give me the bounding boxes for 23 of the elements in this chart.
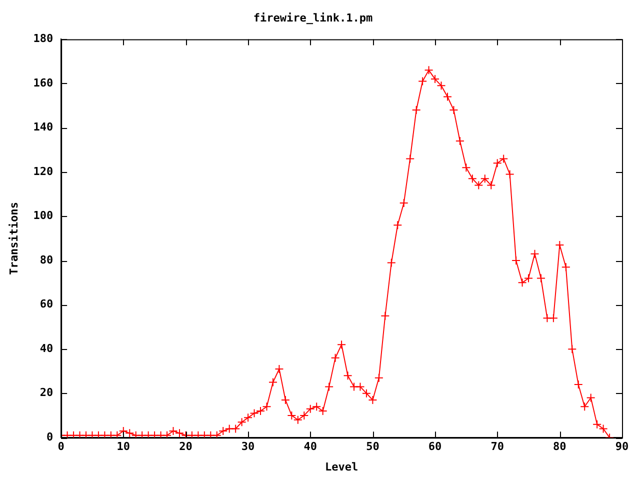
x-axis-title: Level: [324, 460, 358, 474]
y-tick-label: 100: [33, 209, 54, 222]
x-tick-label: 60: [428, 440, 442, 454]
x-tick-label: 20: [179, 440, 192, 454]
y-tick-label: 160: [33, 76, 54, 90]
x-tick-label: 80: [553, 440, 566, 454]
x-tick-label: 40: [304, 440, 317, 454]
y-axis-title: Transitions: [7, 202, 20, 275]
y-tick-label: 180: [33, 32, 54, 46]
y-tick-label: 140: [33, 120, 54, 134]
y-tick-label: 60: [40, 298, 54, 311]
x-tick-label: 90: [615, 440, 629, 454]
x-tick-label: 0: [58, 440, 64, 454]
y-tick-label: 80: [40, 253, 54, 266]
y-tick-label: 0: [46, 430, 54, 444]
y-tick-label: 120: [33, 164, 54, 178]
chart-title: firewire_link.1.pm: [253, 11, 373, 24]
x-tick-label: 30: [241, 440, 255, 454]
x-tick-label: 10: [116, 440, 130, 454]
x-tick-label: 70: [490, 440, 504, 454]
x-tick-label: 50: [366, 440, 380, 454]
y-tick-label: 20: [40, 386, 54, 400]
y-tick-label: 40: [40, 342, 54, 355]
